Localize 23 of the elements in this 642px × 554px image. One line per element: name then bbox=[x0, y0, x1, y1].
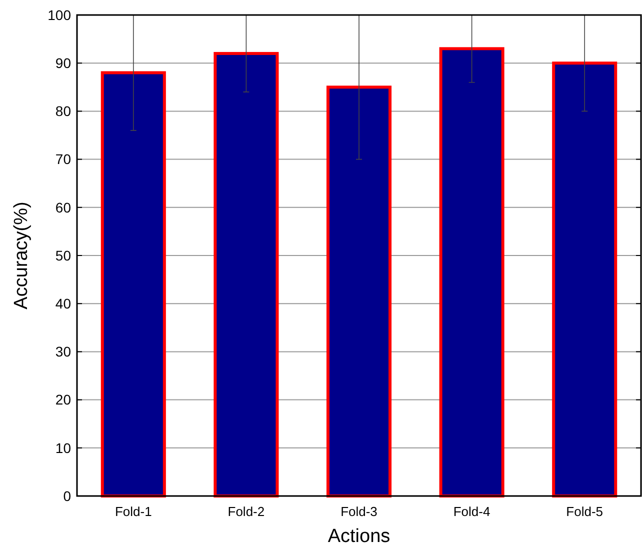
y-tick-label: 40 bbox=[55, 296, 72, 312]
y-axis-title: Accuracy(%) bbox=[11, 202, 32, 310]
y-tick-label: 50 bbox=[55, 247, 72, 264]
y-tick-label: 10 bbox=[55, 440, 72, 456]
y-tick-label: 30 bbox=[55, 344, 72, 360]
bar bbox=[552, 62, 618, 498]
x-axis-title: Actions bbox=[328, 526, 390, 547]
y-tick-label: 100 bbox=[48, 6, 72, 23]
bar bbox=[100, 71, 166, 498]
bar bbox=[439, 47, 504, 498]
x-tick-label: Fold-3 bbox=[340, 504, 378, 519]
y-tick-label: 0 bbox=[63, 488, 72, 504]
x-tick-label: Fold-1 bbox=[114, 504, 152, 519]
y-tick-label: 20 bbox=[55, 392, 72, 408]
bar bbox=[326, 86, 392, 498]
y-tick-label: 60 bbox=[55, 199, 72, 216]
x-tick-label: Fold-5 bbox=[566, 504, 604, 519]
x-tick-label: Fold-2 bbox=[228, 504, 265, 519]
y-tick-label: 80 bbox=[55, 103, 72, 120]
x-tick-label: Fold-4 bbox=[453, 504, 490, 519]
y-tick-label: 70 bbox=[55, 151, 72, 168]
bar bbox=[214, 52, 279, 498]
y-tick-label: 90 bbox=[55, 55, 72, 71]
